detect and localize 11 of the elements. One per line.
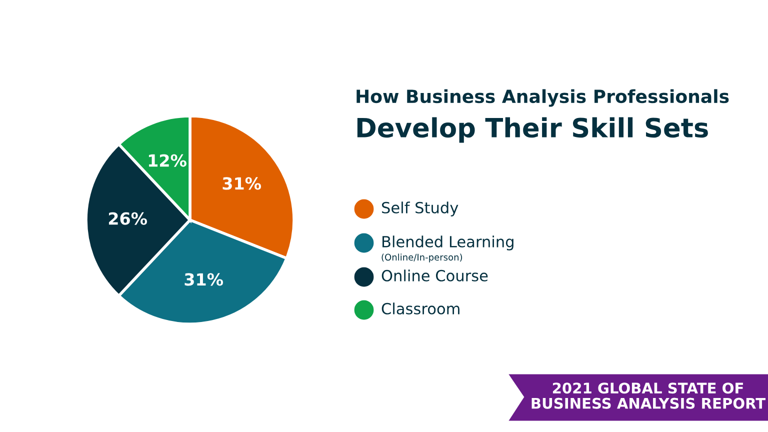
data-label: 12% <box>148 154 186 167</box>
data-label: 31% <box>184 273 224 286</box>
chart-title: How Business Analysis Professionals <box>356 89 729 107</box>
data-label: 26% <box>108 212 148 225</box>
legend-label: Blended Learning (Online/In-person) <box>382 236 514 262</box>
text: 2021 GLOBAL STATE OF BUSINESS ANALYSIS REPORT <box>532 382 766 409</box>
chart-subtitle: Develop Their Skill Sets <box>357 117 708 143</box>
legend-label: Online Course <box>382 270 488 282</box>
data-label: 31% <box>222 177 262 190</box>
legend-label: Classroom <box>382 302 460 314</box>
legend-label: Self Study <box>382 202 458 216</box>
